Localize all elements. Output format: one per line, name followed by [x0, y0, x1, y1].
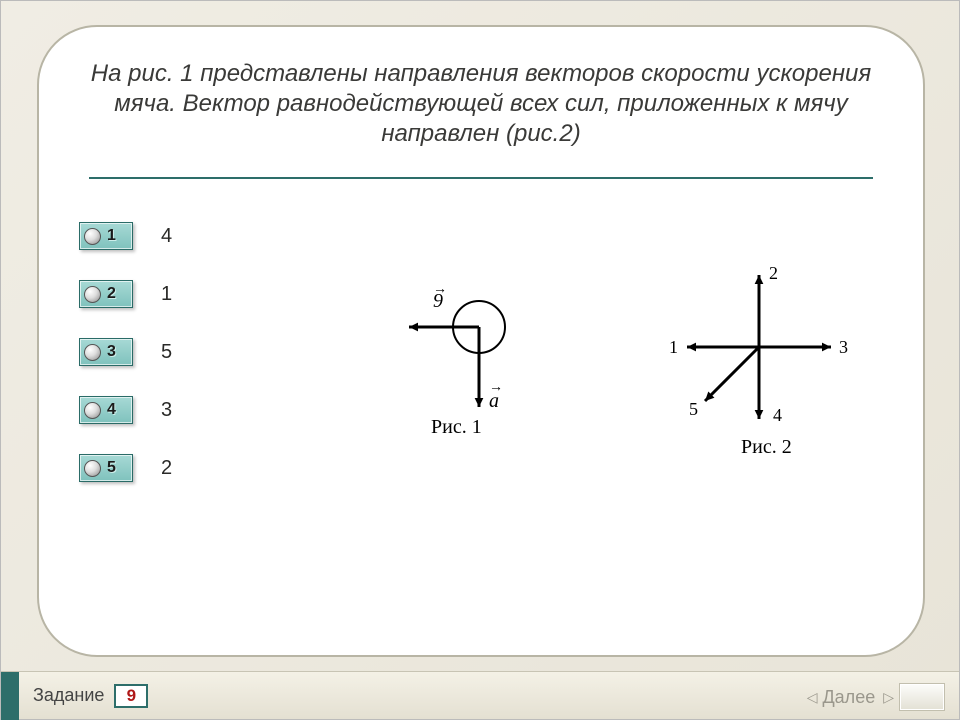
radio-icon: [84, 402, 101, 419]
next-group: ◁ Далее ▷: [807, 683, 945, 711]
next-arrow-icon[interactable]: ▷: [883, 689, 891, 706]
radio-icon: [84, 228, 101, 245]
next-label: Далее: [822, 687, 875, 708]
option-number: 3: [107, 343, 116, 361]
next-button[interactable]: [899, 683, 945, 711]
svg-text:2: 2: [769, 263, 778, 283]
slide: На рис. 1 представлены направления векто…: [0, 0, 960, 720]
option-number: 5: [107, 459, 116, 477]
option-row: 2 1: [79, 279, 172, 309]
svg-text:5: 5: [689, 399, 698, 419]
option-button-4[interactable]: 4: [79, 396, 133, 424]
svg-text:9: 9: [433, 290, 443, 312]
option-button-5[interactable]: 5: [79, 454, 133, 482]
svg-text:Рис. 1: Рис. 1: [431, 416, 482, 438]
option-label: 5: [161, 341, 172, 364]
option-label: 4: [161, 225, 172, 248]
figures-svg: →9→аРис. 112345Рис. 2: [359, 257, 899, 477]
svg-text:Рис. 2: Рис. 2: [741, 436, 792, 458]
task-number: 9: [114, 684, 148, 708]
option-row: 3 5: [79, 337, 172, 367]
option-number: 1: [107, 227, 116, 245]
svg-text:3: 3: [839, 337, 848, 357]
option-button-3[interactable]: 3: [79, 338, 133, 366]
svg-text:4: 4: [773, 405, 782, 425]
option-number: 2: [107, 285, 116, 303]
option-button-2[interactable]: 2: [79, 280, 133, 308]
radio-icon: [84, 344, 101, 361]
svg-text:1: 1: [669, 337, 678, 357]
figures: →9→аРис. 112345Рис. 2: [359, 257, 899, 477]
options-group: 1 4 2 1 3 5 4: [79, 221, 172, 511]
option-row: 5 2: [79, 453, 172, 483]
question-card: На рис. 1 представлены направления векто…: [37, 25, 925, 657]
task-label: Задание: [33, 685, 104, 706]
radio-icon: [84, 460, 101, 477]
radio-icon: [84, 286, 101, 303]
option-label: 2: [161, 457, 172, 480]
prev-arrow-icon[interactable]: ◁: [807, 689, 815, 706]
option-number: 4: [107, 401, 116, 419]
option-row: 4 3: [79, 395, 172, 425]
footer-bar: Задание 9 ◁ Далее ▷: [1, 671, 959, 719]
divider: [89, 177, 873, 179]
question-text: На рис. 1 представлены направления векто…: [89, 59, 873, 149]
option-label: 3: [161, 399, 172, 422]
option-row: 1 4: [79, 221, 172, 251]
option-label: 1: [161, 283, 172, 306]
footer-accent: [1, 672, 19, 720]
option-button-1[interactable]: 1: [79, 222, 133, 250]
svg-text:а: а: [489, 390, 499, 412]
